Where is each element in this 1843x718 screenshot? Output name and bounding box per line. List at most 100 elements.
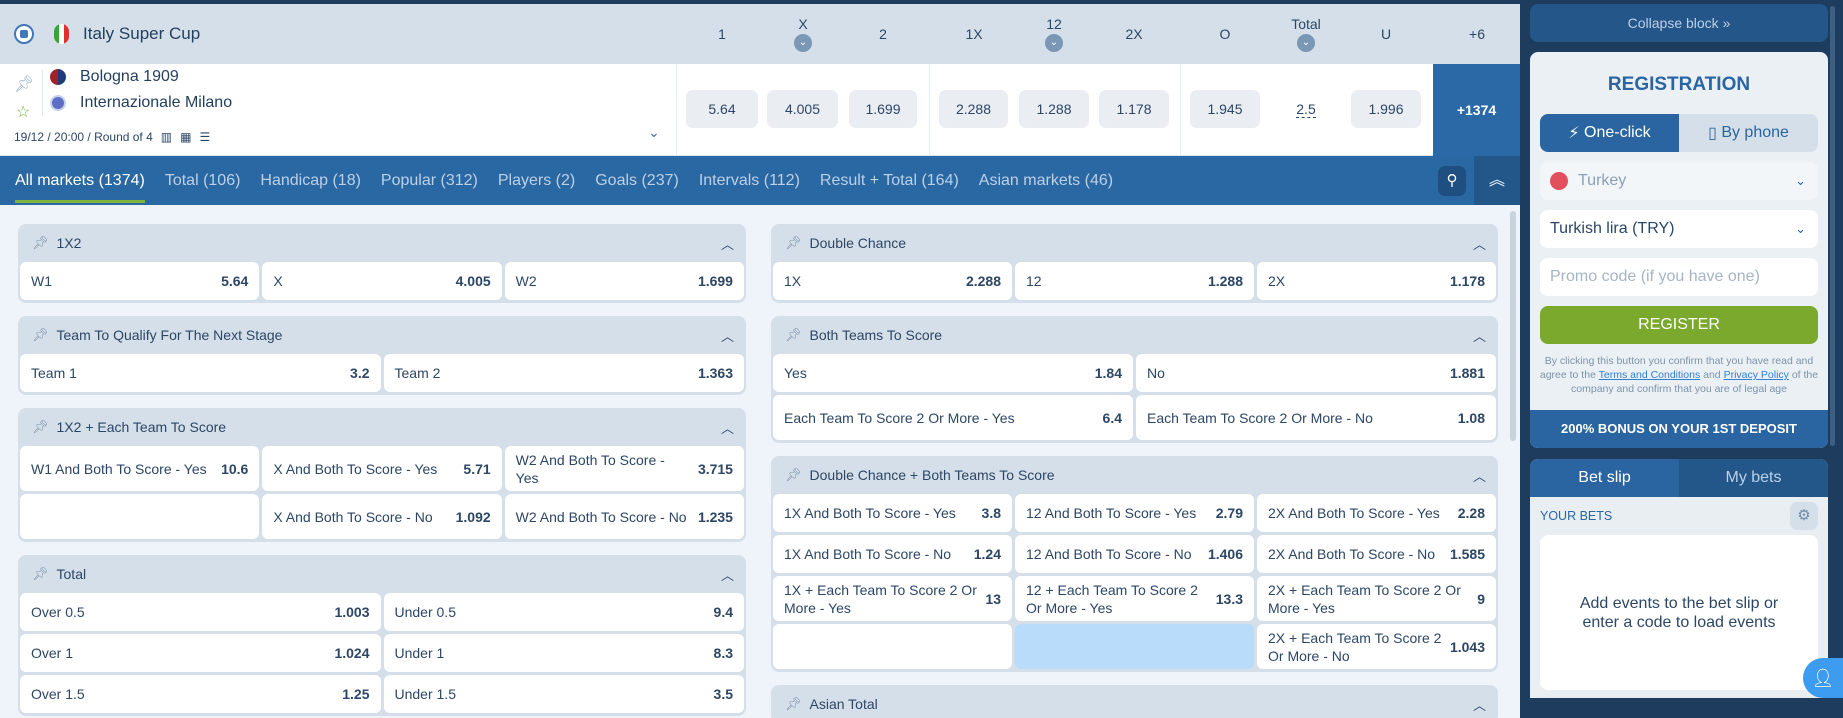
- pin-icon[interactable]: 📌︎: [785, 467, 802, 482]
- outcome-button[interactable]: 2X + Each Team To Score 2 Or More - Yes 9: [1257, 576, 1496, 621]
- chevron-up-icon[interactable]: ︿: [1472, 237, 1486, 252]
- tab-market[interactable]: Result + Total (164): [819, 172, 959, 189]
- odds-button[interactable]: 1.178: [1099, 90, 1169, 128]
- chevron-down-icon[interactable]: ⌄: [794, 34, 812, 52]
- market-header[interactable]: 📌︎ 1X2 + Each Team To Score ︿: [20, 408, 744, 446]
- chevron-up-icon[interactable]: ︿: [1472, 698, 1486, 713]
- outcome-button[interactable]: Each Team To Score 2 Or More - Yes 6.4: [773, 395, 1133, 440]
- bonus-banner[interactable]: 200% BONUS ON YOUR 1ST DEPOSIT: [1530, 410, 1828, 448]
- chevron-up-icon[interactable]: ︿: [720, 329, 734, 344]
- outcome-button[interactable]: X And Both To Score - No 1.092: [262, 494, 502, 539]
- market-header[interactable]: 📌︎ Total ︿: [20, 555, 744, 593]
- favorite-star-icon[interactable]: ☆: [16, 104, 31, 121]
- gear-icon[interactable]: ⚙︎: [1790, 502, 1818, 530]
- outcome-button[interactable]: No 1.881: [1136, 354, 1496, 392]
- odds-button[interactable]: 1.288: [1019, 90, 1089, 128]
- outcome-button[interactable]: 12 + Each Team To Score 2 Or More - Yes 1…: [1015, 576, 1254, 621]
- outcome-button[interactable]: 1X And Both To Score - No 1.24: [773, 535, 1012, 573]
- column-header-1[interactable]: X ⌄: [763, 4, 843, 64]
- market-header[interactable]: 📌︎ Asian Total ︿: [773, 685, 1496, 718]
- market-header[interactable]: 📌︎ Team To Qualify For The Next Stage ︿: [20, 316, 744, 354]
- outcome-button[interactable]: W1 And Both To Score - Yes 10.6: [20, 446, 260, 491]
- tab-my-bets[interactable]: My bets: [1679, 459, 1828, 497]
- outcome-button[interactable]: 12 And Both To Score - Yes 2.79: [1015, 494, 1254, 532]
- outcome-button[interactable]: Each Team To Score 2 Or More - No 1.08: [1136, 395, 1496, 440]
- odds-button[interactable]: 1.996: [1351, 90, 1421, 128]
- tab-one-click[interactable]: ⚡︎ One-click: [1540, 114, 1679, 152]
- pin-icon[interactable]: 📌︎: [32, 327, 49, 342]
- outcome-button[interactable]: 2X And Both To Score - Yes 2.28: [1257, 494, 1496, 532]
- more-markets-button[interactable]: +1374: [1433, 64, 1520, 156]
- market-header[interactable]: 📌︎ Both Teams To Score ︿: [773, 316, 1496, 354]
- pin-icon[interactable]: 📌︎: [14, 76, 35, 93]
- outcome-button[interactable]: 2X And Both To Score - No 1.585: [1257, 535, 1496, 573]
- tab-by-phone[interactable]: ▯ By phone: [1679, 114, 1818, 152]
- column-header-4[interactable]: 12 ⌄: [1014, 4, 1094, 64]
- team-2[interactable]: Internazionale Milano: [50, 94, 232, 112]
- tab-market[interactable]: Intervals (112): [698, 172, 800, 189]
- register-button[interactable]: REGISTER: [1540, 306, 1818, 344]
- outcome-button[interactable]: W2 1.699: [504, 262, 744, 300]
- country-select[interactable]: Turkey ⌄: [1540, 162, 1818, 200]
- stats-icon[interactable]: ▥: [160, 130, 173, 144]
- outcome-button[interactable]: 2X 1.178: [1257, 262, 1496, 300]
- outcome-button[interactable]: 2X + Each Team To Score 2 Or More - No 1.…: [1257, 624, 1496, 669]
- odds-button[interactable]: 5.64: [686, 90, 758, 128]
- support-chat-icon[interactable]: 👤︎: [1803, 658, 1843, 698]
- chevron-up-icon[interactable]: ︿: [720, 237, 734, 252]
- search-icon[interactable]: ⚲: [1438, 166, 1466, 196]
- outcome-button[interactable]: Under 1.5 3.5: [383, 675, 744, 713]
- team-1[interactable]: Bologna 1909: [50, 68, 179, 86]
- scrollbar[interactable]: [1510, 211, 1516, 441]
- chevron-down-icon[interactable]: ⌄: [1297, 34, 1315, 52]
- tab-market[interactable]: Total (106): [164, 172, 241, 189]
- odds-button[interactable]: 1.945: [1190, 90, 1260, 128]
- expand-chevron-icon[interactable]: ⌄: [648, 124, 660, 140]
- market-header[interactable]: 📌︎ Double Chance ︿: [773, 224, 1496, 262]
- column-header-7[interactable]: Total ⌄: [1266, 4, 1346, 64]
- list-icon[interactable]: ☰: [199, 130, 211, 144]
- outcome-button[interactable]: Over 1 1.024: [20, 634, 381, 672]
- pin-icon[interactable]: 📌︎: [32, 566, 49, 581]
- chevron-up-icon[interactable]: ︿: [720, 421, 734, 436]
- outcome-button[interactable]: Under 0.5 9.4: [383, 593, 744, 631]
- outcome-button[interactable]: 1X + Each Team To Score 2 Or More - Yes 1…: [773, 576, 1012, 621]
- odds-button[interactable]: 2.288: [939, 90, 1008, 128]
- outcome-button[interactable]: W1 5.64: [20, 262, 260, 300]
- promo-code-input[interactable]: [1550, 268, 1808, 286]
- promo-code-field[interactable]: [1540, 258, 1818, 296]
- pin-icon[interactable]: 📌︎: [785, 696, 802, 711]
- tab-market[interactable]: Asian markets (46): [978, 172, 1114, 189]
- chevron-up-icon[interactable]: ︿: [720, 568, 734, 583]
- tab-bet-slip[interactable]: Bet slip: [1530, 459, 1679, 497]
- chart-icon[interactable]: ▦: [180, 130, 192, 144]
- outcome-button[interactable]: 12 And Both To Score - No 1.406: [1015, 535, 1254, 573]
- tab-market[interactable]: Handicap (18): [260, 172, 361, 189]
- outcome-button[interactable]: Over 1.5 1.25: [20, 675, 381, 713]
- outcome-button[interactable]: Yes 1.84: [773, 354, 1133, 392]
- tab-market[interactable]: Popular (312): [380, 172, 478, 189]
- outcome-button[interactable]: Under 1 8.3: [383, 634, 744, 672]
- chevron-up-icon[interactable]: ︿: [1472, 329, 1486, 344]
- outcome-button[interactable]: W2 And Both To Score - No 1.235: [504, 494, 744, 539]
- tab-market[interactable]: Goals (237): [595, 172, 679, 189]
- pin-icon[interactable]: 📌︎: [785, 327, 802, 342]
- outcome-button[interactable]: X And Both To Score - Yes 5.71: [262, 446, 502, 491]
- terms-link[interactable]: Terms and Conditions: [1598, 369, 1701, 381]
- pin-icon[interactable]: 📌︎: [32, 419, 49, 434]
- odds-button[interactable]: 4.005: [767, 90, 838, 128]
- outcome-button[interactable]: 12 1.288: [1015, 262, 1254, 300]
- privacy-link[interactable]: Privacy Policy: [1723, 369, 1789, 381]
- outcome-button[interactable]: W2 And Both To Score - Yes 3.715: [504, 446, 744, 491]
- collapse-block-button[interactable]: Collapse block »: [1530, 4, 1828, 42]
- currency-select[interactable]: Turkish lira (TRY) ⌄: [1540, 210, 1818, 248]
- pin-icon[interactable]: 📌︎: [785, 235, 802, 250]
- outcome-button[interactable]: Team 1 3.2: [20, 354, 381, 392]
- tab-market[interactable]: All markets (1374): [15, 156, 145, 205]
- chevron-up-icon[interactable]: ︿: [1472, 469, 1486, 484]
- collapse-chevron-icon[interactable]: ︽: [1474, 156, 1520, 205]
- market-header[interactable]: 📌︎ 1X2 ︿: [20, 224, 744, 262]
- market-header[interactable]: 📌︎ Double Chance + Both Teams To Score ︿: [773, 456, 1496, 494]
- outcome-button[interactable]: 1X And Both To Score - Yes 3.8: [773, 494, 1012, 532]
- sidebar-scrollbar[interactable]: [1830, 6, 1835, 446]
